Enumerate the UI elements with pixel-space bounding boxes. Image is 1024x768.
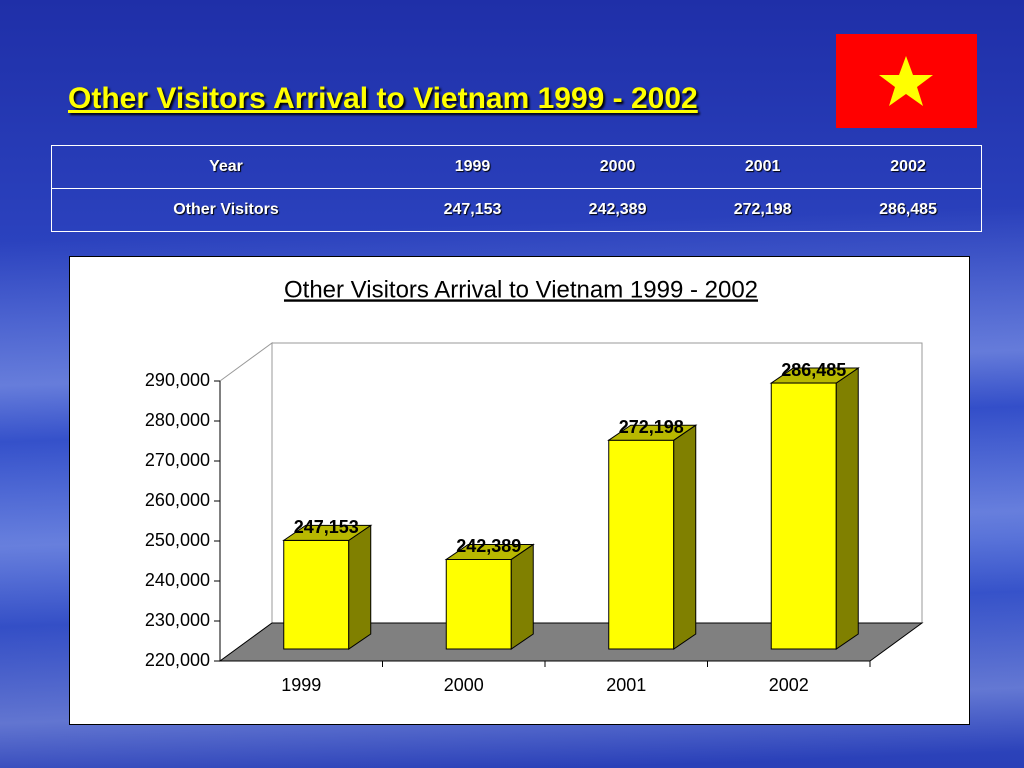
bar-top [282, 524, 373, 541]
data-label: 286,485 [781, 360, 846, 380]
y-tick-label: 260,000 [145, 490, 210, 510]
bar [283, 539, 350, 650]
table-cell: 242,389 [588, 201, 647, 218]
table-header: Year [51, 145, 400, 189]
chart-title: Other Visitors Arrival to Vietnam 1999 -… [284, 276, 758, 303]
slide-title: Other Visitors Arrival to Vietnam 1999 -… [68, 82, 698, 115]
data-label: 242,389 [456, 536, 521, 556]
table-header: 1999 [400, 145, 546, 189]
bar [770, 382, 837, 650]
bar-side [348, 524, 372, 650]
chart: Other Visitors Arrival to Vietnam 1999 -… [69, 256, 970, 725]
data-label: 247,153 [294, 517, 359, 537]
bar-top [769, 367, 860, 384]
data-label: 272,198 [619, 417, 684, 437]
bar [445, 558, 512, 650]
y-tick-label: 270,000 [145, 450, 210, 470]
y-tick-label: 240,000 [145, 570, 210, 590]
table-header: 2001 [690, 145, 836, 189]
table-header: 2000 [545, 145, 691, 189]
side-wall [219, 342, 273, 662]
y-tick-label: 230,000 [145, 610, 210, 630]
y-tick-label: 220,000 [145, 650, 210, 670]
table-cell: 286,485 [879, 201, 937, 218]
bar-side [673, 424, 697, 650]
flag [836, 34, 977, 128]
bar [608, 439, 675, 650]
y-tick-label: 250,000 [145, 530, 210, 550]
table-cell: Other Visitors [173, 201, 279, 218]
x-tick-label: 2002 [769, 675, 809, 695]
bar-top [607, 424, 698, 441]
x-tick-label: 2001 [606, 675, 646, 695]
bar-top [444, 543, 535, 560]
y-tick-label: 280,000 [145, 410, 210, 430]
table-cell: 247,153 [443, 201, 502, 218]
bar-side [510, 543, 534, 650]
x-tick-label: 2000 [444, 675, 484, 695]
x-tick-label: 1999 [281, 675, 321, 695]
table-cell: 272,198 [733, 201, 792, 218]
data-table: Year 1999 2000 2001 2002 Other Visitors … [51, 145, 982, 232]
table-header: 2002 [835, 145, 982, 189]
bar-side [835, 367, 859, 650]
y-tick-label: 290,000 [145, 370, 210, 390]
